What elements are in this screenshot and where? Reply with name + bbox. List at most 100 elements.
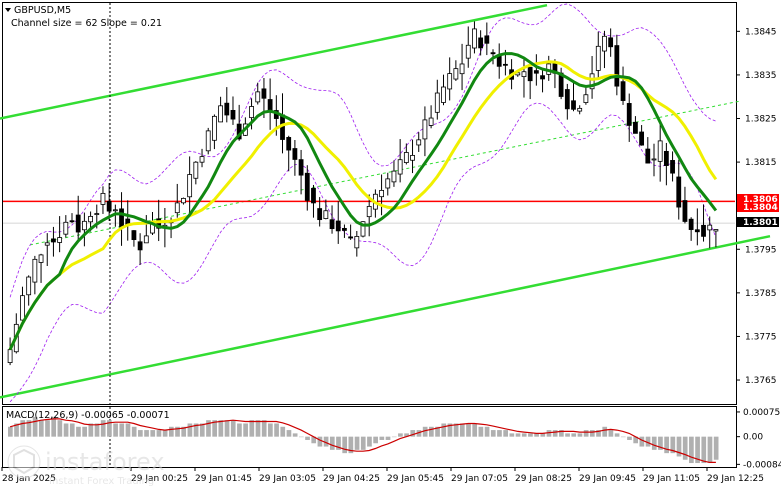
ma-fast-line — [8, 52, 718, 351]
candle-body — [410, 154, 415, 161]
time-tick-label: 29 Jan 09:45 — [579, 474, 636, 484]
macd-bar — [144, 430, 149, 437]
macd-bar — [453, 423, 459, 437]
price-tick-label: 1.3765 — [745, 376, 777, 386]
macd-bar — [305, 436, 310, 440]
candle — [286, 135, 292, 172]
candle — [533, 54, 539, 86]
candle-body — [571, 100, 576, 110]
macd-bar — [466, 423, 471, 437]
candle — [112, 204, 118, 227]
candle-body — [119, 208, 124, 228]
macd-bar — [410, 430, 416, 437]
candle-body — [348, 236, 354, 239]
candle-body — [639, 131, 645, 146]
macd-bar — [38, 420, 44, 437]
macd-bar — [51, 416, 57, 437]
candle-body — [391, 170, 397, 183]
candle-body — [187, 174, 193, 198]
candle-body — [94, 213, 100, 215]
candle — [701, 204, 706, 242]
candle-body — [403, 152, 409, 163]
macd-bar — [237, 423, 242, 437]
candle — [317, 197, 323, 227]
macd-bar — [707, 436, 713, 464]
candle-body — [608, 37, 614, 48]
candle-body — [614, 45, 620, 87]
macd-bar — [620, 436, 626, 438]
candle — [354, 230, 360, 257]
candle — [292, 140, 298, 176]
macd-bar — [342, 436, 348, 454]
price-tick-label: 1.3815 — [745, 158, 777, 168]
macd-bar — [404, 433, 409, 437]
macd-bar — [391, 436, 397, 438]
candle — [403, 143, 409, 165]
candle-body — [20, 295, 25, 321]
candle — [713, 229, 719, 248]
candle-body — [267, 99, 273, 111]
macd-bar — [323, 436, 329, 447]
macd-bar — [255, 420, 261, 437]
candle-body — [261, 88, 267, 99]
candle-body — [193, 161, 199, 179]
time-tick-label: 29 Jan 11:05 — [643, 474, 700, 484]
macd-bar — [69, 423, 75, 437]
candle-body — [100, 192, 106, 205]
candle — [676, 159, 682, 220]
macd-bar — [689, 436, 694, 464]
candle — [682, 186, 688, 224]
candle — [434, 79, 440, 120]
macd-bar — [658, 436, 663, 450]
candle — [304, 165, 310, 211]
candle — [379, 174, 384, 216]
macd-bar — [8, 426, 13, 437]
price-tag-label: 1.3806 — [743, 195, 778, 205]
candle-body — [589, 73, 595, 90]
macd-bar — [57, 420, 63, 437]
macd-bar — [32, 416, 38, 437]
candle-body — [323, 210, 329, 219]
macd-bar — [175, 426, 180, 437]
candle — [26, 275, 32, 306]
macd-bar — [113, 423, 118, 437]
candle — [589, 56, 595, 99]
macd-bar — [193, 423, 199, 437]
macd-bar — [639, 436, 645, 447]
dropdown-triangle-icon[interactable] — [5, 8, 11, 12]
bollinger-upper — [9, 3, 717, 298]
candle-body — [32, 258, 38, 283]
macd-tick-label: -0.00084 — [743, 460, 781, 470]
price-tag-box — [737, 194, 779, 204]
macd-bar — [682, 436, 688, 460]
price-tick-label: 1.3775 — [745, 332, 777, 342]
candle — [51, 226, 56, 257]
macd-indicator — [8, 416, 719, 464]
candle-body — [620, 81, 626, 101]
candle-body — [397, 159, 403, 175]
candle-body — [663, 150, 669, 166]
candle-body — [633, 121, 638, 134]
candle-body — [707, 224, 713, 231]
macd-bar — [63, 423, 69, 437]
macd-bar — [583, 430, 589, 437]
candle-body — [174, 202, 180, 214]
candle-body — [224, 102, 230, 116]
candle-body — [428, 117, 434, 126]
macd-bar — [589, 430, 595, 437]
candle-body — [676, 176, 682, 208]
candle — [608, 28, 614, 57]
candle — [478, 30, 484, 56]
candle — [397, 139, 403, 183]
macd-bar — [138, 430, 143, 437]
candle — [32, 255, 38, 295]
candle-body — [26, 276, 32, 296]
price-tick-label: 1.3825 — [745, 115, 777, 125]
candle — [670, 151, 675, 182]
macd-bar — [676, 436, 682, 457]
candle-body — [645, 148, 651, 164]
macd-bar — [422, 426, 428, 437]
macd-bar — [88, 423, 94, 437]
macd-bar — [398, 433, 403, 437]
